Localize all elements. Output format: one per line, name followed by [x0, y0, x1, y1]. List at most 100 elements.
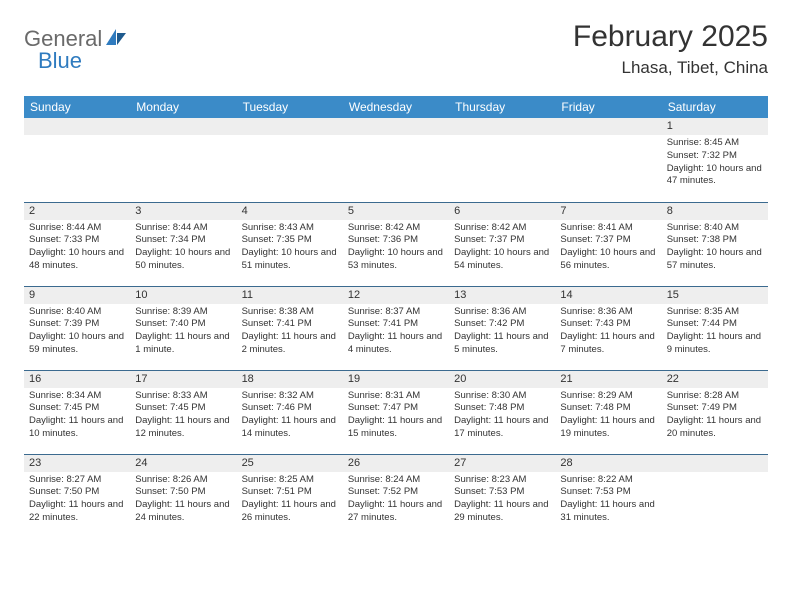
day-detail: Sunrise: 8:42 AMSunset: 7:37 PMDaylight:…	[449, 220, 555, 277]
day-number: 20	[449, 371, 555, 388]
day-detail: Sunrise: 8:40 AMSunset: 7:39 PMDaylight:…	[24, 304, 130, 361]
day-detail: Sunrise: 8:32 AMSunset: 7:46 PMDaylight:…	[237, 388, 343, 445]
sunrise-text: Sunrise: 8:43 AM	[242, 222, 338, 235]
daylight-text: Daylight: 10 hours and 47 minutes.	[667, 163, 763, 189]
day-number: 13	[449, 287, 555, 304]
sunset-text: Sunset: 7:50 PM	[135, 486, 231, 499]
calendar-day-cell: 11Sunrise: 8:38 AMSunset: 7:41 PMDayligh…	[237, 286, 343, 370]
calendar-day-cell: 2Sunrise: 8:44 AMSunset: 7:33 PMDaylight…	[24, 202, 130, 286]
daylight-text: Daylight: 10 hours and 57 minutes.	[667, 247, 763, 273]
day-number: 27	[449, 455, 555, 472]
daylight-text: Daylight: 11 hours and 14 minutes.	[242, 415, 338, 441]
day-number: 3	[130, 203, 236, 220]
sunrise-text: Sunrise: 8:44 AM	[29, 222, 125, 235]
calendar-day-cell: 13Sunrise: 8:36 AMSunset: 7:42 PMDayligh…	[449, 286, 555, 370]
day-detail: Sunrise: 8:24 AMSunset: 7:52 PMDaylight:…	[343, 472, 449, 529]
calendar-day-cell	[237, 118, 343, 202]
sunrise-text: Sunrise: 8:32 AM	[242, 390, 338, 403]
day-number: 5	[343, 203, 449, 220]
daylight-text: Daylight: 11 hours and 29 minutes.	[454, 499, 550, 525]
daylight-text: Daylight: 11 hours and 4 minutes.	[348, 331, 444, 357]
sunrise-text: Sunrise: 8:33 AM	[135, 390, 231, 403]
sunset-text: Sunset: 7:53 PM	[454, 486, 550, 499]
day-detail: Sunrise: 8:33 AMSunset: 7:45 PMDaylight:…	[130, 388, 236, 445]
sunset-text: Sunset: 7:33 PM	[29, 234, 125, 247]
sunrise-text: Sunrise: 8:35 AM	[667, 306, 763, 319]
calendar-day-cell: 12Sunrise: 8:37 AMSunset: 7:41 PMDayligh…	[343, 286, 449, 370]
day-number	[343, 118, 449, 135]
day-header: Tuesday	[237, 96, 343, 118]
calendar-day-cell: 1Sunrise: 8:45 AMSunset: 7:32 PMDaylight…	[662, 118, 768, 202]
day-detail: Sunrise: 8:36 AMSunset: 7:43 PMDaylight:…	[555, 304, 661, 361]
day-number: 23	[24, 455, 130, 472]
sunset-text: Sunset: 7:39 PM	[29, 318, 125, 331]
calendar-table: Sunday Monday Tuesday Wednesday Thursday…	[24, 96, 768, 538]
sunset-text: Sunset: 7:36 PM	[348, 234, 444, 247]
sunset-text: Sunset: 7:46 PM	[242, 402, 338, 415]
daylight-text: Daylight: 11 hours and 9 minutes.	[667, 331, 763, 357]
calendar-day-cell: 21Sunrise: 8:29 AMSunset: 7:48 PMDayligh…	[555, 370, 661, 454]
daylight-text: Daylight: 11 hours and 5 minutes.	[454, 331, 550, 357]
day-number: 26	[343, 455, 449, 472]
sunrise-text: Sunrise: 8:28 AM	[667, 390, 763, 403]
calendar-day-cell: 9Sunrise: 8:40 AMSunset: 7:39 PMDaylight…	[24, 286, 130, 370]
sunrise-text: Sunrise: 8:39 AM	[135, 306, 231, 319]
calendar-day-cell: 19Sunrise: 8:31 AMSunset: 7:47 PMDayligh…	[343, 370, 449, 454]
day-number: 21	[555, 371, 661, 388]
calendar-day-cell	[24, 118, 130, 202]
calendar-day-cell: 5Sunrise: 8:42 AMSunset: 7:36 PMDaylight…	[343, 202, 449, 286]
calendar-week-row: 2Sunrise: 8:44 AMSunset: 7:33 PMDaylight…	[24, 202, 768, 286]
daylight-text: Daylight: 11 hours and 22 minutes.	[29, 499, 125, 525]
day-header: Sunday	[24, 96, 130, 118]
calendar-day-cell: 10Sunrise: 8:39 AMSunset: 7:40 PMDayligh…	[130, 286, 236, 370]
day-detail: Sunrise: 8:28 AMSunset: 7:49 PMDaylight:…	[662, 388, 768, 445]
day-number	[237, 118, 343, 135]
location-text: Lhasa, Tibet, China	[573, 58, 768, 78]
day-number	[555, 118, 661, 135]
day-detail: Sunrise: 8:23 AMSunset: 7:53 PMDaylight:…	[449, 472, 555, 529]
sunrise-text: Sunrise: 8:30 AM	[454, 390, 550, 403]
day-detail: Sunrise: 8:22 AMSunset: 7:53 PMDaylight:…	[555, 472, 661, 529]
daylight-text: Daylight: 11 hours and 27 minutes.	[348, 499, 444, 525]
calendar-day-cell: 15Sunrise: 8:35 AMSunset: 7:44 PMDayligh…	[662, 286, 768, 370]
calendar-day-cell: 16Sunrise: 8:34 AMSunset: 7:45 PMDayligh…	[24, 370, 130, 454]
calendar-day-cell: 17Sunrise: 8:33 AMSunset: 7:45 PMDayligh…	[130, 370, 236, 454]
calendar-week-row: 1Sunrise: 8:45 AMSunset: 7:32 PMDaylight…	[24, 118, 768, 202]
daylight-text: Daylight: 11 hours and 31 minutes.	[560, 499, 656, 525]
calendar-header-row: Sunday Monday Tuesday Wednesday Thursday…	[24, 96, 768, 118]
daylight-text: Daylight: 10 hours and 53 minutes.	[348, 247, 444, 273]
day-detail: Sunrise: 8:25 AMSunset: 7:51 PMDaylight:…	[237, 472, 343, 529]
sunrise-text: Sunrise: 8:42 AM	[454, 222, 550, 235]
sunrise-text: Sunrise: 8:42 AM	[348, 222, 444, 235]
calendar-day-cell: 3Sunrise: 8:44 AMSunset: 7:34 PMDaylight…	[130, 202, 236, 286]
sunrise-text: Sunrise: 8:27 AM	[29, 474, 125, 487]
title-block: February 2025 Lhasa, Tibet, China	[573, 20, 768, 78]
sunset-text: Sunset: 7:48 PM	[560, 402, 656, 415]
sunset-text: Sunset: 7:43 PM	[560, 318, 656, 331]
day-header: Wednesday	[343, 96, 449, 118]
day-detail: Sunrise: 8:37 AMSunset: 7:41 PMDaylight:…	[343, 304, 449, 361]
calendar-day-cell: 4Sunrise: 8:43 AMSunset: 7:35 PMDaylight…	[237, 202, 343, 286]
day-number: 6	[449, 203, 555, 220]
sunrise-text: Sunrise: 8:24 AM	[348, 474, 444, 487]
day-number: 9	[24, 287, 130, 304]
sunset-text: Sunset: 7:45 PM	[29, 402, 125, 415]
sunrise-text: Sunrise: 8:44 AM	[135, 222, 231, 235]
logo-sail-icon	[106, 27, 128, 52]
calendar-day-cell: 25Sunrise: 8:25 AMSunset: 7:51 PMDayligh…	[237, 454, 343, 538]
day-number: 14	[555, 287, 661, 304]
calendar-day-cell: 22Sunrise: 8:28 AMSunset: 7:49 PMDayligh…	[662, 370, 768, 454]
sunrise-text: Sunrise: 8:36 AM	[454, 306, 550, 319]
day-detail: Sunrise: 8:42 AMSunset: 7:36 PMDaylight:…	[343, 220, 449, 277]
day-header: Monday	[130, 96, 236, 118]
sunset-text: Sunset: 7:41 PM	[242, 318, 338, 331]
day-number: 16	[24, 371, 130, 388]
calendar-day-cell: 18Sunrise: 8:32 AMSunset: 7:46 PMDayligh…	[237, 370, 343, 454]
sunrise-text: Sunrise: 8:37 AM	[348, 306, 444, 319]
sunrise-text: Sunrise: 8:26 AM	[135, 474, 231, 487]
day-detail: Sunrise: 8:44 AMSunset: 7:33 PMDaylight:…	[24, 220, 130, 277]
daylight-text: Daylight: 10 hours and 50 minutes.	[135, 247, 231, 273]
day-detail: Sunrise: 8:36 AMSunset: 7:42 PMDaylight:…	[449, 304, 555, 361]
day-number	[24, 118, 130, 135]
sunrise-text: Sunrise: 8:40 AM	[29, 306, 125, 319]
